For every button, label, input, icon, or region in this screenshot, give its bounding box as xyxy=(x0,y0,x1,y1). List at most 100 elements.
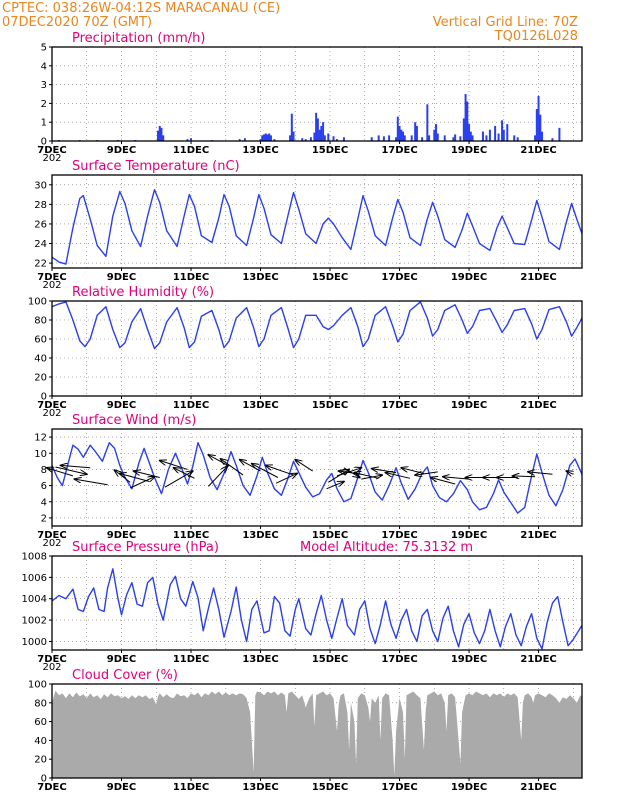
rh-xtick-label: 13DEC xyxy=(242,400,278,411)
rh-xtick-label: 7DEC xyxy=(37,400,66,411)
cloud-ytick-label: 20 xyxy=(34,755,47,766)
precip-bar xyxy=(485,135,488,141)
precip-bar xyxy=(398,125,401,141)
cloud-xtick-label: 17DEC xyxy=(381,782,417,793)
wind-xtick-label: 15DEC xyxy=(312,530,348,541)
precip-bar xyxy=(316,118,319,141)
precip-bar xyxy=(160,127,163,141)
temp-panel: 22 24 26 28 30 7DEC 9DEC 11DEC 13DEC 15DEC 17DEC 19… xyxy=(34,159,583,291)
precip-bar xyxy=(323,135,326,141)
precip-bar xyxy=(318,129,321,141)
wind-vector-arrow xyxy=(174,468,195,479)
press-series-line xyxy=(51,568,583,650)
temp-xtick-label: 21DEC xyxy=(520,272,556,283)
precip-xtick-label: 21DEC xyxy=(520,145,556,156)
temp-xtick-label: 9DEC xyxy=(107,272,136,283)
precip-bar xyxy=(551,138,554,141)
temp-xtick-label: 13DEC xyxy=(242,272,278,283)
precip-xtick-label: 9DEC xyxy=(107,145,136,156)
precip-bar xyxy=(335,139,338,141)
wind-vector-arrow xyxy=(55,466,86,474)
precip-year-label: 202 xyxy=(42,153,61,164)
precip-ytick-label: 0 xyxy=(41,137,47,148)
wind-xtick-label: 9DEC xyxy=(107,530,136,541)
precip-panel-title: Precipitation (mm/h) xyxy=(72,31,205,46)
cloud-ytick-label: 60 xyxy=(34,717,47,728)
precip-bar xyxy=(516,137,519,141)
precip-xtick-label: 15DEC xyxy=(312,145,348,156)
precip-bar xyxy=(388,135,391,141)
rh-xtick-label: 9DEC xyxy=(107,400,136,411)
wind-xtick-label: 17DEC xyxy=(381,530,417,541)
temp-xtick-label: 15DEC xyxy=(312,272,348,283)
wind-xtick-label: 21DEC xyxy=(520,530,556,541)
precip-bar xyxy=(158,125,161,141)
temp-frame xyxy=(51,174,583,269)
wind-vector-arrow xyxy=(47,468,74,477)
precip-bar xyxy=(382,136,385,141)
cloud-panel-title: Cloud Cover (%) xyxy=(72,668,178,683)
precip-bar xyxy=(410,135,413,141)
wind-series-line xyxy=(51,442,583,514)
precip-panel: 0 1 2 3 4 5 7DEC 9DEC 11DEC 13DEC 15DEC 17DEC 19DEC 2… xyxy=(37,31,583,164)
precip-bar xyxy=(342,137,345,141)
rh-ytick-label: 20 xyxy=(34,373,47,384)
temp-ytick-label: 24 xyxy=(34,239,47,250)
temp-ytick-label: 22 xyxy=(34,259,47,270)
wind-vector-arrow xyxy=(528,472,553,474)
wind-ytick-label: 2 xyxy=(41,513,47,524)
precip-bar xyxy=(459,136,462,141)
wind-vector-arrow xyxy=(512,476,536,477)
precip-xtick-label: 17DEC xyxy=(381,145,417,156)
precip-bar xyxy=(534,135,537,141)
press-ytick-label: 1002 xyxy=(22,616,47,627)
precip-bar xyxy=(190,138,193,141)
precip-bar xyxy=(304,139,307,141)
precip-bar xyxy=(468,124,471,141)
precip-bar xyxy=(320,125,323,141)
wind-vector-arrow xyxy=(443,477,470,479)
wind-ytick-label: 12 xyxy=(34,433,47,444)
rh-xtick-label: 21DEC xyxy=(520,400,556,411)
wind-vector-arrow xyxy=(208,466,227,487)
temp-ytick-label: 26 xyxy=(34,219,47,230)
precip-bar xyxy=(462,118,465,141)
precip-bar xyxy=(268,133,271,141)
press-annotation: Model Altitude: 75.3132 m xyxy=(300,540,473,555)
precip-bar xyxy=(535,109,538,141)
wind-vector-arrow xyxy=(401,468,424,474)
wind-vector-arrow xyxy=(326,482,344,490)
wind-vector-arrow xyxy=(354,473,379,479)
precip-bar xyxy=(395,137,398,141)
press-ytick-label: 1006 xyxy=(22,573,47,584)
cloud-ytick-label: 40 xyxy=(34,736,47,747)
wind-xtick-label: 11DEC xyxy=(173,530,209,541)
press-xtick-label: 19DEC xyxy=(451,654,487,665)
precip-bar xyxy=(264,133,267,141)
precip-bar xyxy=(396,116,399,141)
press-panel: 1000 1002 1004 1006 1008 7DEC 9DEC 11DEC 13DEC 15… xyxy=(22,540,583,673)
precip-bar xyxy=(513,135,516,141)
cloud-frame xyxy=(51,683,583,779)
precip-bar xyxy=(290,113,293,141)
precip-bar xyxy=(243,138,246,141)
precip-bar xyxy=(313,132,316,141)
header-date: 07DEC2020 70Z (GMT) xyxy=(2,15,152,30)
precip-bar xyxy=(301,138,304,141)
cloud-ytick-label: 80 xyxy=(34,698,47,709)
wind-vector-arrow xyxy=(61,465,91,467)
press-frame xyxy=(51,555,583,651)
wind-vector-arrow xyxy=(252,464,279,478)
precip-bar xyxy=(452,137,455,141)
precip-bar xyxy=(502,129,505,141)
cloud-cover-area xyxy=(52,690,582,778)
wind-vector-arrow xyxy=(208,455,230,467)
precip-bar xyxy=(501,120,504,141)
wind-vector-arrow xyxy=(134,471,160,478)
cloud-xtick-label: 7DEC xyxy=(37,782,66,793)
wind-vector-arrow xyxy=(240,460,261,472)
precip-bar xyxy=(327,133,330,141)
precip-bar xyxy=(273,139,276,141)
press-ytick-label: 1000 xyxy=(22,637,47,648)
